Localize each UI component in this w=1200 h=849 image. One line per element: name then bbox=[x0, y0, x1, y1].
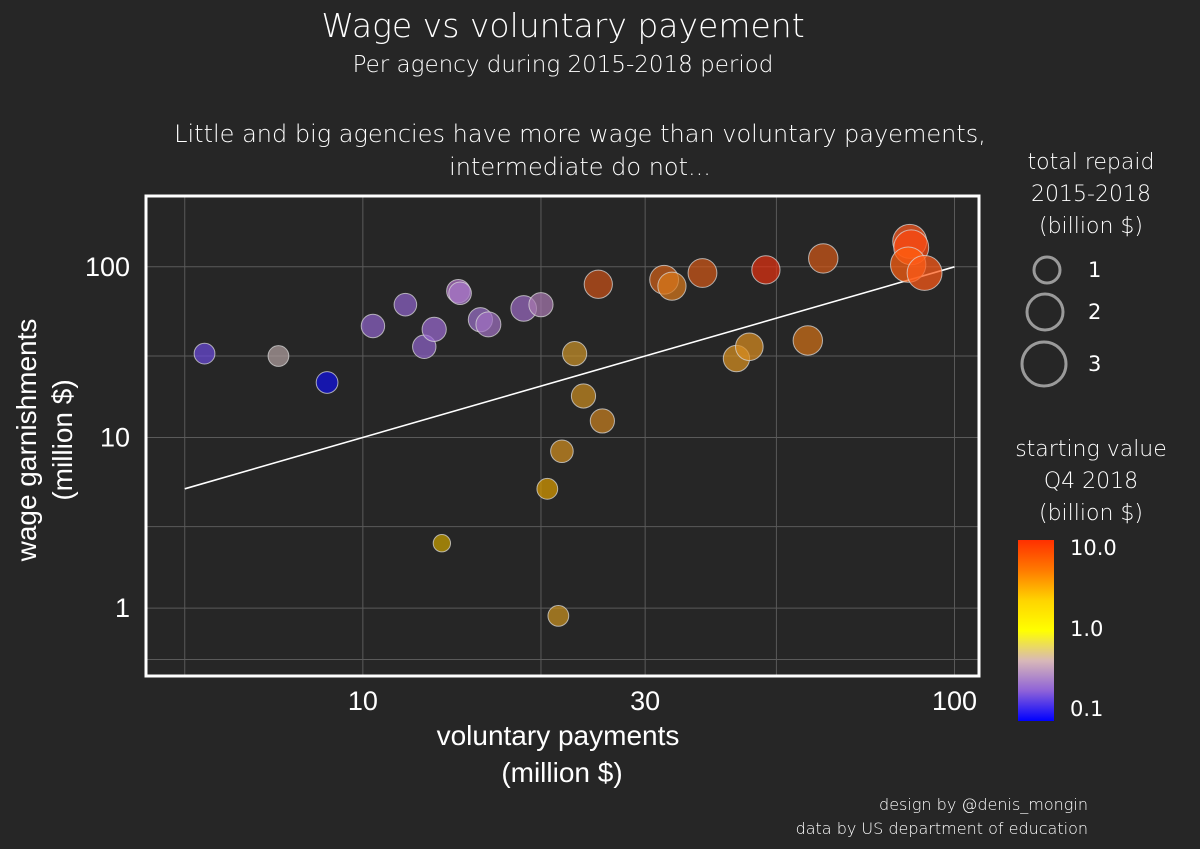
points-layer bbox=[193, 223, 943, 627]
data-point bbox=[360, 313, 386, 339]
size-legend-label-2: 2 bbox=[1088, 300, 1102, 324]
x-tick-label: 100 bbox=[932, 686, 977, 716]
color-legend-tick-high: 10.0 bbox=[1070, 536, 1117, 560]
data-point bbox=[547, 605, 570, 627]
color-legend-title: starting value Q4 2018 (billion $) bbox=[1006, 434, 1176, 530]
size-legend-circle-2 bbox=[1025, 292, 1065, 332]
color-legend-bar bbox=[1018, 540, 1054, 721]
data-point bbox=[687, 258, 718, 288]
color-legend-tick-mid: 1.0 bbox=[1070, 617, 1104, 641]
y-tick-label: 1 bbox=[115, 593, 130, 623]
credits-design: design by @denis_mongin bbox=[879, 795, 1088, 814]
chart-annotation: Little and big agencies have more wage t… bbox=[0, 118, 1160, 184]
data-point bbox=[562, 341, 588, 367]
size-legend-title-line-1: total repaid bbox=[1027, 150, 1155, 175]
data-point bbox=[751, 255, 781, 285]
data-point bbox=[267, 345, 290, 367]
data-point bbox=[475, 311, 502, 338]
y-tick-labels: 1 10 100 bbox=[85, 252, 130, 623]
size-legend-label-1: 1 bbox=[1088, 258, 1102, 282]
color-legend-tick-low: 0.1 bbox=[1070, 697, 1104, 721]
data-point bbox=[808, 243, 839, 274]
data-point bbox=[792, 325, 824, 356]
data-point bbox=[657, 271, 687, 301]
x-tick-label: 10 bbox=[348, 686, 378, 716]
color-legend-title-line-3: (billion $) bbox=[1039, 501, 1143, 526]
y-tick-label: 100 bbox=[85, 252, 130, 282]
data-point bbox=[432, 534, 452, 553]
y-tick-label: 10 bbox=[100, 422, 130, 452]
y-axis-label: wage garnishments bbox=[11, 319, 42, 563]
chart-subtitle: Per agency during 2015-2018 period bbox=[352, 52, 774, 78]
data-point bbox=[421, 316, 447, 342]
credits-data: data by US department of education bbox=[795, 819, 1088, 838]
size-legend-title-line-2: 2015-2018 bbox=[1031, 182, 1151, 207]
data-point bbox=[735, 332, 764, 362]
x-axis-unit: (million $) bbox=[501, 757, 622, 788]
annotation-line-2: intermediate do not... bbox=[449, 153, 711, 181]
data-point bbox=[315, 371, 339, 394]
size-legend-title-line-3: (billion $) bbox=[1039, 214, 1143, 239]
data-point bbox=[528, 292, 554, 318]
size-legend-circle-3 bbox=[1020, 340, 1068, 388]
grid-layer bbox=[146, 196, 979, 676]
x-tick-label: 30 bbox=[630, 686, 660, 716]
credits: design by @denis_mongin data by US depar… bbox=[796, 793, 1088, 841]
data-point bbox=[583, 269, 613, 299]
color-legend-title-line-2: Q4 2018 bbox=[1043, 469, 1139, 494]
data-point bbox=[193, 342, 216, 365]
annotation-line-1: Little and big agencies have more wage t… bbox=[174, 120, 986, 148]
size-legend-title: total repaid 2015-2018 (billion $) bbox=[1006, 147, 1176, 243]
size-legend-circle-1 bbox=[1032, 255, 1062, 285]
y-axis-unit: (million $) bbox=[47, 379, 78, 500]
color-legend-title-line-1: starting value bbox=[1015, 437, 1167, 462]
size-legend-label-3: 3 bbox=[1088, 352, 1102, 376]
data-point bbox=[448, 281, 472, 306]
data-point bbox=[570, 383, 597, 409]
x-axis-label: voluntary payments bbox=[437, 720, 680, 751]
chart-title: Wage vs voluntary payement bbox=[321, 6, 805, 45]
data-point bbox=[906, 255, 943, 291]
reference-line bbox=[184, 266, 955, 490]
data-point bbox=[393, 292, 418, 317]
data-point bbox=[550, 439, 574, 464]
data-point bbox=[589, 408, 615, 434]
x-tick-labels: 10 30 100 bbox=[348, 686, 977, 716]
plot-frame bbox=[144, 194, 981, 678]
data-point bbox=[536, 477, 559, 500]
